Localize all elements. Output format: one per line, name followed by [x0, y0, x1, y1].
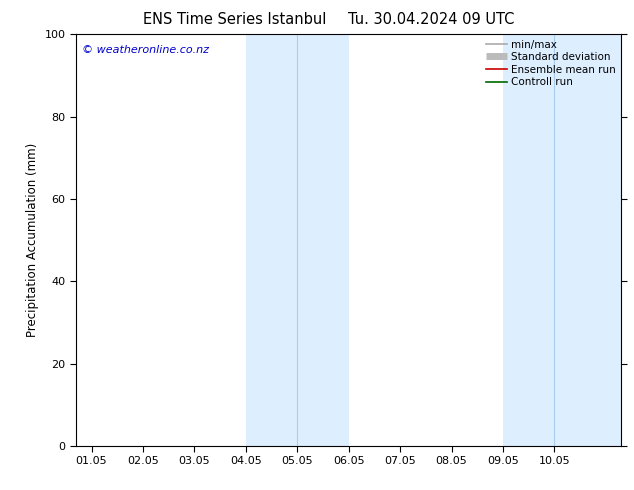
- Text: © weatheronline.co.nz: © weatheronline.co.nz: [82, 45, 209, 54]
- Legend: min/max, Standard deviation, Ensemble mean run, Controll run: min/max, Standard deviation, Ensemble me…: [486, 40, 616, 87]
- Text: Tu. 30.04.2024 09 UTC: Tu. 30.04.2024 09 UTC: [348, 12, 514, 27]
- Y-axis label: Precipitation Accumulation (mm): Precipitation Accumulation (mm): [26, 143, 39, 337]
- Text: ENS Time Series Istanbul: ENS Time Series Istanbul: [143, 12, 327, 27]
- Bar: [503, 34, 621, 446]
- Bar: [246, 34, 349, 446]
